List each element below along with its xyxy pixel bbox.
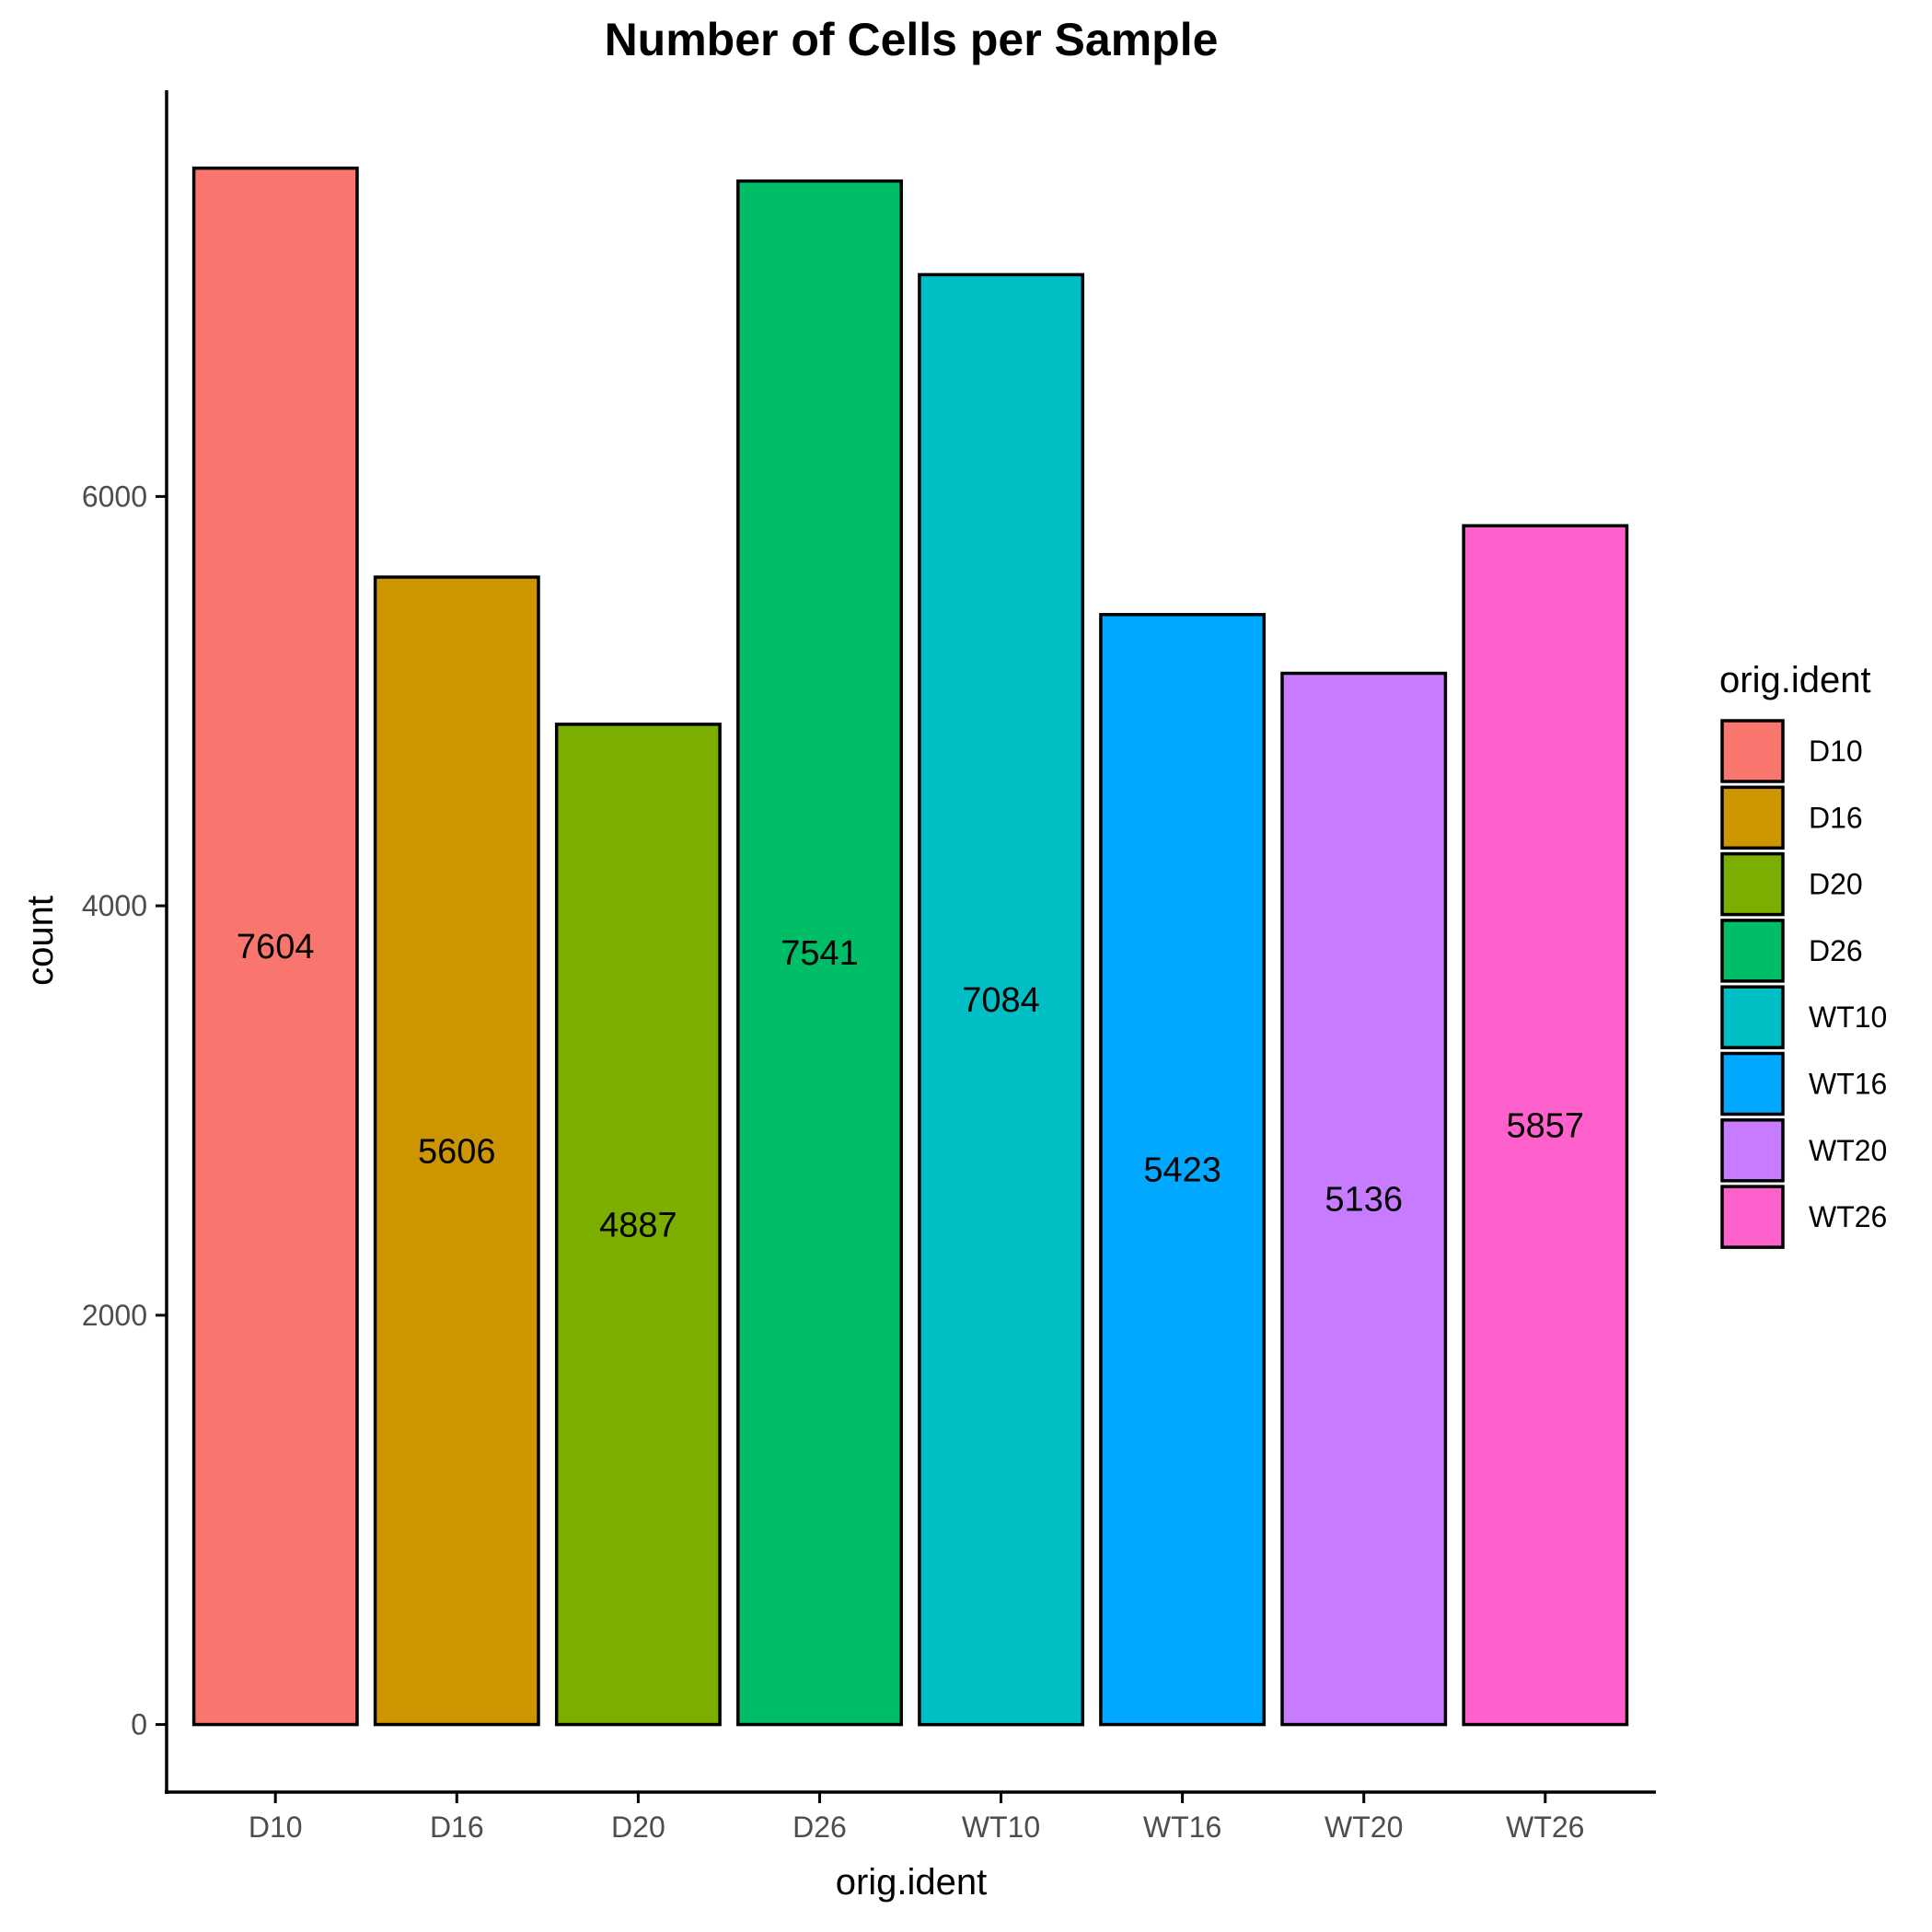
x-axis-ticks: D10 D16 D20 D26 WT10 WT16 WT20 WT26 bbox=[249, 1792, 1584, 1844]
bar-wt10 bbox=[918, 272, 1085, 1727]
data-label-wt10: 7084 bbox=[962, 981, 1040, 1020]
legend-key-d26 bbox=[1720, 919, 1785, 983]
x-tick-label: D16 bbox=[430, 1811, 484, 1844]
legend: orig.ident D10 D16 D20 D26 WT10 WT16 WT20 WT26 bbox=[1719, 660, 1887, 1249]
data-label-d26: 7541 bbox=[781, 934, 859, 973]
y-tick-label: 2000 bbox=[82, 1299, 147, 1332]
legend-label-d10: D10 bbox=[1809, 735, 1863, 768]
legend-key-d20 bbox=[1720, 851, 1785, 917]
legend-label-d26: D26 bbox=[1809, 934, 1863, 967]
legend-label-wt16: WT16 bbox=[1809, 1068, 1887, 1101]
legend-key-wt10 bbox=[1720, 985, 1785, 1049]
x-tick-label: D26 bbox=[792, 1811, 847, 1844]
y-axis-title: count bbox=[20, 896, 61, 986]
data-label-d16: 5606 bbox=[418, 1132, 496, 1171]
legend-key-wt16 bbox=[1720, 1051, 1785, 1116]
legend-key-wt20 bbox=[1720, 1118, 1785, 1183]
x-tick-label: WT26 bbox=[1506, 1811, 1584, 1844]
x-tick-label: WT16 bbox=[1143, 1811, 1221, 1844]
bar-d10 bbox=[191, 166, 359, 1727]
data-label-d10: 7604 bbox=[237, 928, 315, 966]
legend-title: orig.ident bbox=[1719, 660, 1871, 700]
legend-label-wt20: WT20 bbox=[1809, 1134, 1887, 1167]
x-tick-label: D10 bbox=[249, 1811, 303, 1844]
data-label-wt20: 5136 bbox=[1325, 1181, 1403, 1220]
legend-key-d10 bbox=[1720, 719, 1785, 783]
legend-label-wt26: WT26 bbox=[1809, 1200, 1887, 1233]
legend-label-d20: D20 bbox=[1809, 868, 1863, 901]
y-tick-label: 4000 bbox=[82, 889, 147, 922]
data-label-d20: 4887 bbox=[599, 1206, 677, 1244]
legend-key-wt26 bbox=[1720, 1185, 1785, 1249]
legend-label-wt10: WT10 bbox=[1809, 1001, 1887, 1034]
chart-title: Number of Cells per Sample bbox=[605, 14, 1219, 65]
data-label-wt16: 5423 bbox=[1143, 1151, 1221, 1190]
y-axis-ticks: 0 2000 4000 6000 bbox=[82, 480, 167, 1741]
bar-d16 bbox=[373, 575, 540, 1727]
x-tick-label: D20 bbox=[611, 1811, 665, 1844]
x-tick-label: WT10 bbox=[962, 1811, 1040, 1844]
bar-d20 bbox=[554, 723, 722, 1727]
y-tick-label: 6000 bbox=[82, 480, 147, 513]
bar-wt20 bbox=[1280, 671, 1448, 1727]
x-tick-label: WT20 bbox=[1325, 1811, 1403, 1844]
bar-wt26 bbox=[1462, 524, 1629, 1727]
legend-key-d16 bbox=[1720, 785, 1785, 850]
plot-area: 7604 5606 4887 7541 7084 5423 5136 5857 bbox=[191, 166, 1629, 1727]
y-tick-label: 0 bbox=[131, 1708, 147, 1741]
bar-wt16 bbox=[1099, 612, 1267, 1727]
bar-d26 bbox=[736, 179, 903, 1727]
x-axis-title: orig.ident bbox=[836, 1862, 988, 1903]
data-label-wt26: 5857 bbox=[1507, 1106, 1585, 1145]
legend-label-d16: D16 bbox=[1809, 801, 1863, 834]
